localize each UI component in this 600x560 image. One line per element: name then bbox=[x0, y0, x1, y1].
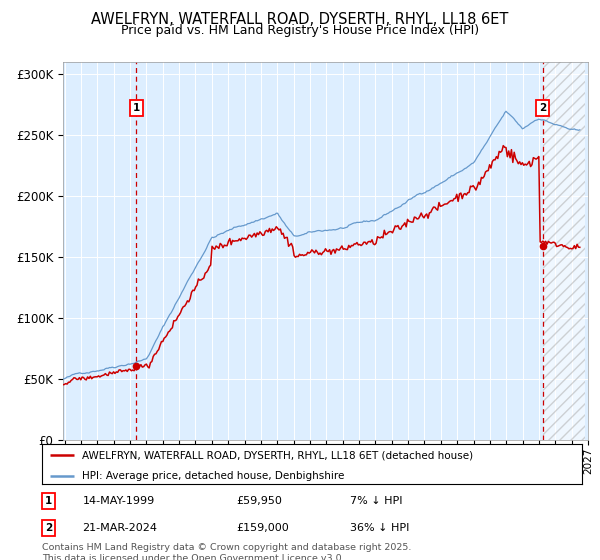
Text: £159,000: £159,000 bbox=[236, 524, 289, 533]
Text: 14-MAY-1999: 14-MAY-1999 bbox=[83, 496, 155, 506]
Text: 36% ↓ HPI: 36% ↓ HPI bbox=[350, 524, 409, 533]
Text: 21-MAR-2024: 21-MAR-2024 bbox=[83, 524, 157, 533]
Text: HPI: Average price, detached house, Denbighshire: HPI: Average price, detached house, Denb… bbox=[83, 470, 345, 480]
Text: 1: 1 bbox=[45, 496, 52, 506]
Text: Contains HM Land Registry data © Crown copyright and database right 2025.
This d: Contains HM Land Registry data © Crown c… bbox=[42, 543, 412, 560]
Text: 7% ↓ HPI: 7% ↓ HPI bbox=[350, 496, 402, 506]
Text: 1: 1 bbox=[133, 103, 140, 113]
Text: 2: 2 bbox=[45, 524, 52, 533]
Bar bbox=[542, 62, 585, 440]
Text: Price paid vs. HM Land Registry's House Price Index (HPI): Price paid vs. HM Land Registry's House … bbox=[121, 24, 479, 37]
Text: 2: 2 bbox=[539, 103, 546, 113]
Text: AWELFRYN, WATERFALL ROAD, DYSERTH, RHYL, LL18 6ET (detached house): AWELFRYN, WATERFALL ROAD, DYSERTH, RHYL,… bbox=[83, 450, 473, 460]
Text: AWELFRYN, WATERFALL ROAD, DYSERTH, RHYL, LL18 6ET: AWELFRYN, WATERFALL ROAD, DYSERTH, RHYL,… bbox=[91, 12, 509, 27]
Text: £59,950: £59,950 bbox=[236, 496, 282, 506]
